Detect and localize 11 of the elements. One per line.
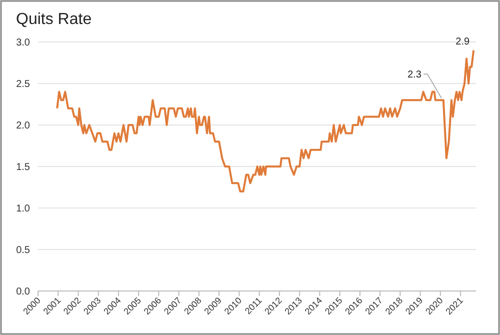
y-tick-label: 2.0 [16,120,30,132]
y-tick-label: 2.5 [16,79,30,90]
line-series [56,49,475,192]
annotation: 2.9 [456,36,470,48]
y-tick-label: 3.0 [16,38,30,48]
chart-title: Quits Rate [16,11,92,28]
y-tick-label: 1.5 [16,162,30,173]
y-tick-label: 0.5 [16,245,30,256]
annotation: 2.3 [407,70,422,81]
y-tick-label: 1.0 [16,204,30,214]
y-tick-label: 0.0 [16,286,30,298]
